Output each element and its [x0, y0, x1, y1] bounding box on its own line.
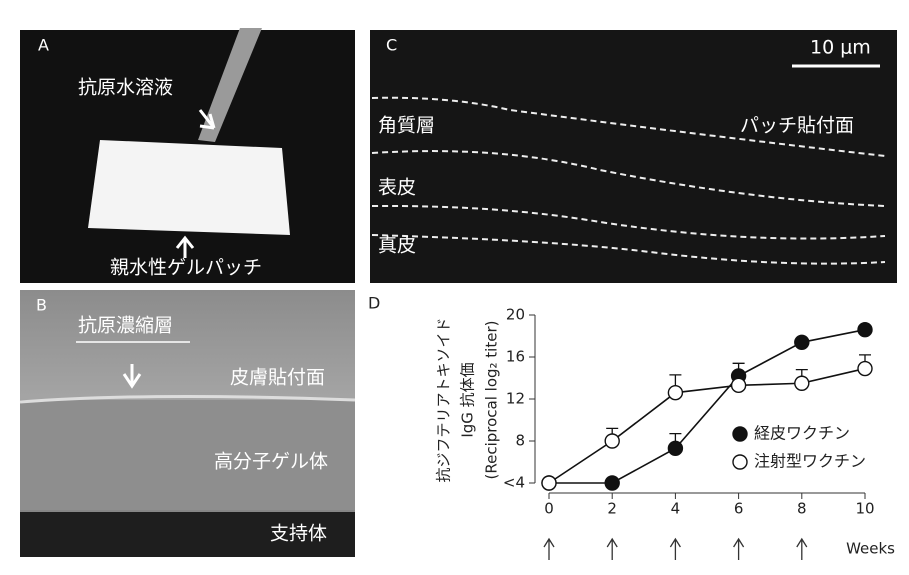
y-tick-label: <4 — [503, 474, 525, 492]
chart-d: <4 8 12 16 20 0 2 4 6 8 10 Weeks 抗ジフテリアトキソイド IgG 抗体価 (… — [435, 306, 896, 561]
point — [605, 476, 619, 490]
annotation: 10 μm — [810, 37, 871, 59]
x-tick-label: 6 — [734, 500, 744, 518]
immunization-arrow — [544, 539, 554, 560]
annotation: 抗原濃縮層 — [78, 315, 173, 337]
point — [668, 441, 682, 455]
point — [542, 476, 556, 490]
point — [732, 378, 746, 392]
legend-marker — [733, 427, 747, 441]
y-axis-label: (Reciprocal log₂ titer) — [483, 321, 501, 480]
annotation: 真皮 — [378, 235, 416, 257]
x-tick-label: 8 — [797, 500, 807, 518]
point — [605, 434, 619, 448]
y-axis-label: 抗ジフテリアトキソイド — [435, 317, 453, 482]
annotation: 抗原水溶液 — [78, 77, 173, 99]
panel-label: A — [38, 36, 49, 55]
y-tick-label: 16 — [506, 348, 525, 366]
x-axis-label: Weeks — [846, 540, 895, 558]
gel-patch — [88, 140, 290, 235]
annotation: 皮膚貼付面 — [230, 367, 325, 389]
panel-label: B — [36, 296, 47, 315]
point — [858, 323, 872, 337]
legend-marker — [733, 455, 747, 469]
immunization-arrow — [607, 539, 617, 560]
point — [795, 376, 809, 390]
annotation: 支持体 — [270, 523, 327, 545]
immunization-arrow — [734, 539, 744, 560]
annotation: 高分子ゲル体 — [214, 451, 328, 473]
annotation: 表皮 — [378, 177, 416, 199]
y-tick-label: 12 — [506, 390, 525, 408]
x-tick-label: 2 — [607, 500, 617, 518]
x-tick-label: 4 — [671, 500, 681, 518]
x-tick-label: 0 — [544, 500, 554, 518]
immunization-arrow — [797, 539, 807, 560]
point — [668, 386, 682, 400]
panel-label: D — [368, 294, 380, 313]
annotation: 親水性ゲルパッチ — [110, 257, 262, 279]
photo-c — [370, 30, 897, 283]
annotation: パッチ貼付面 — [740, 115, 854, 137]
point — [795, 335, 809, 349]
y-axis-label: IgG 抗体価 — [459, 362, 477, 437]
point — [858, 362, 872, 376]
y-tick-label: 8 — [515, 432, 525, 450]
x-tick-label: 10 — [855, 500, 874, 518]
y-tick-label: 20 — [506, 306, 525, 324]
annotation: 角質層 — [378, 115, 435, 137]
immunization-arrow — [670, 539, 680, 560]
panel-label: C — [386, 36, 397, 55]
legend-label: 注射型ワクチン — [754, 452, 866, 471]
legend-label: 経皮ワクチン — [754, 424, 850, 443]
figure: A 抗原水溶液 親水性ゲルパッチ C 10 μm 角質層 パッチ貼付面 表皮 真… — [0, 0, 909, 571]
